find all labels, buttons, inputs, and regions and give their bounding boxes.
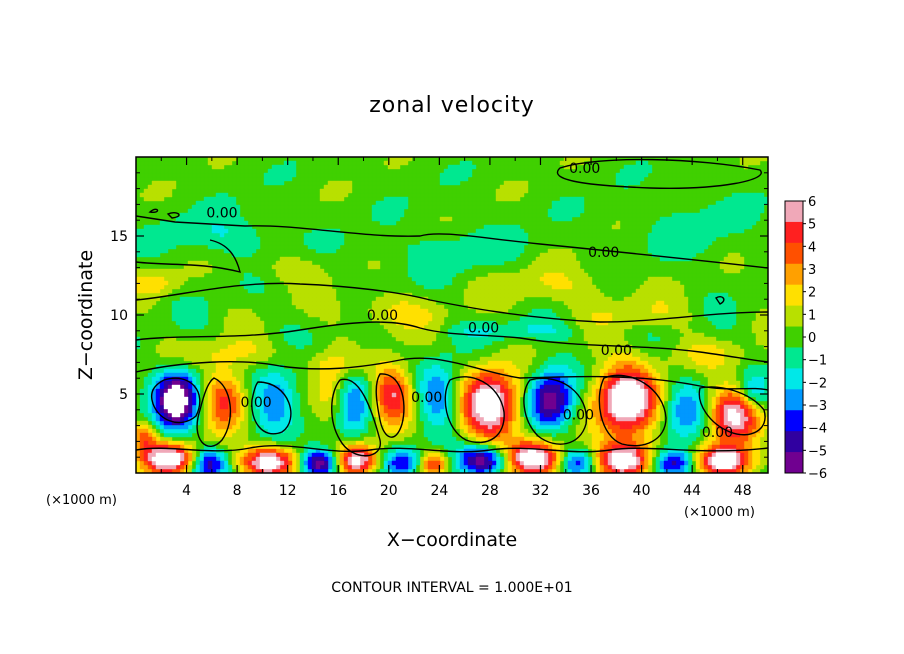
contour-line	[150, 377, 201, 424]
contour-line	[444, 376, 505, 444]
field-band	[151, 380, 741, 470]
contour-label: 0.00	[702, 425, 733, 441]
zero-contours	[136, 158, 768, 457]
colorbar-label: 2	[808, 286, 816, 301]
contour-labels: 0.00 0.00 0.00 0.00 0.00 0.00 0.00 0.00 0.00 0.00	[206, 161, 733, 441]
contour-line	[136, 282, 768, 323]
contour-line	[148, 208, 159, 213]
contour-line	[166, 211, 180, 219]
x-tick-label: 20	[380, 483, 398, 499]
colorbar-label: 6	[808, 195, 816, 210]
colorbar-swatch	[785, 389, 803, 411]
x-tick-label: 28	[481, 483, 499, 499]
contour-label: 0.00	[601, 343, 632, 359]
y-tick-label: 5	[119, 387, 128, 403]
contour-line	[698, 386, 766, 436]
contour-interval-note: CONTOUR INTERVAL = 1.000E+01	[331, 580, 572, 596]
colorbar-label: −6	[808, 467, 827, 482]
colorbar-swatch	[785, 347, 803, 369]
x-tick-label: 48	[734, 483, 752, 499]
contour-line	[136, 445, 768, 453]
y-tick-label: 15	[110, 229, 128, 245]
x-unit-left: (×1000 m)	[46, 493, 117, 508]
x-axis: 4 8 12 16 20 24 28 32 36 40 44 48	[160, 157, 752, 499]
contour-label: 0.00	[588, 245, 619, 261]
colorbar-swatch	[785, 305, 803, 328]
contour-label: 0.00	[563, 408, 594, 424]
colorbar-label: 3	[808, 263, 816, 278]
contour-line	[196, 377, 232, 447]
colorbar-label: −3	[808, 399, 827, 414]
contour-line	[136, 357, 768, 391]
contour-line	[136, 239, 241, 273]
y-tick-label: 10	[110, 308, 128, 324]
contour-line	[598, 374, 667, 447]
contour-line	[375, 373, 405, 438]
x-unit-right: (×1000 m)	[684, 505, 755, 520]
chart-title: zonal velocity	[369, 93, 535, 118]
colorbar-swatch	[785, 431, 803, 453]
colorbar-swatch	[785, 242, 803, 265]
colorbar-swatch	[785, 326, 803, 348]
contour-line	[556, 158, 762, 189]
colorbar-label: −4	[808, 422, 827, 437]
velocity-field	[136, 157, 768, 473]
x-tick-label: 12	[279, 483, 297, 499]
contour-line	[523, 377, 587, 445]
contour-label: 0.00	[569, 161, 600, 177]
x-tick-label: 4	[182, 483, 191, 499]
y-axis: 5 10 15	[110, 172, 768, 458]
colorbar-label: 0	[808, 331, 816, 346]
contour-line	[251, 381, 292, 435]
colorbar-label: −1	[808, 354, 827, 369]
plot-area: 0.000.000.000.000.000.000.00 0.000.000.00…	[110, 156, 769, 499]
colorbar-swatch	[785, 368, 803, 390]
colorbar-label: 4	[808, 240, 816, 255]
colorbar-swatch	[785, 410, 803, 432]
colorbar-swatch	[785, 263, 803, 286]
colorbar-label: −2	[808, 376, 827, 391]
x-tick-label: 8	[233, 483, 242, 499]
contour-label: 0.00	[468, 321, 499, 337]
contour-label: 0.00	[240, 395, 271, 411]
contour-label: 0.00	[411, 390, 442, 406]
x-tick-label: 40	[633, 483, 651, 499]
x-tick-label: 36	[582, 483, 600, 499]
contour-line	[715, 295, 725, 305]
colorbar: 6 5 4 3 2 1 0 −1 −2 −3 −4 −5 −6	[784, 195, 827, 482]
x-tick-label: 44	[683, 483, 701, 499]
y-axis-label: Z−coordinate	[75, 250, 97, 380]
contour-line	[331, 378, 381, 457]
colorbar-label: 1	[808, 308, 816, 323]
x-tick-label: 16	[329, 483, 347, 499]
contour-label: 0.00	[206, 205, 237, 221]
x-tick-label: 24	[430, 483, 448, 499]
colorbar-swatch	[785, 452, 803, 474]
contour-label: 0.00	[367, 308, 398, 324]
colorbar-label: −5	[808, 444, 827, 459]
colorbar-swatch	[785, 201, 803, 223]
x-axis-label: X−coordinate	[387, 529, 517, 551]
colorbar-label: 5	[808, 218, 816, 233]
x-tick-label: 32	[532, 483, 550, 499]
contour-line	[136, 215, 768, 269]
contour-line	[136, 321, 768, 363]
colorbar-swatch	[785, 221, 803, 244]
colorbar-swatch	[785, 284, 803, 307]
